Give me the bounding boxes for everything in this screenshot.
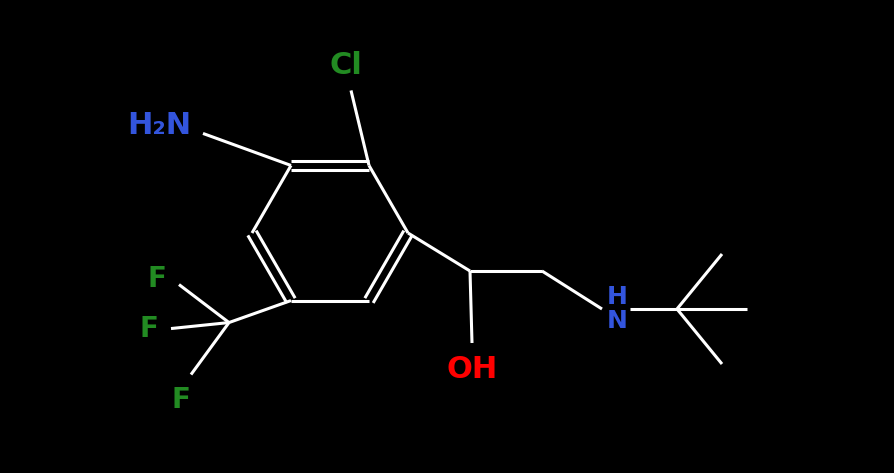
Text: N: N	[606, 309, 627, 333]
Text: H: H	[606, 285, 627, 309]
Text: Cl: Cl	[329, 51, 362, 80]
Text: F: F	[172, 385, 190, 413]
Text: H₂N: H₂N	[127, 111, 190, 140]
Text: F: F	[148, 264, 166, 292]
Text: F: F	[139, 315, 158, 342]
Text: OH: OH	[446, 354, 497, 384]
